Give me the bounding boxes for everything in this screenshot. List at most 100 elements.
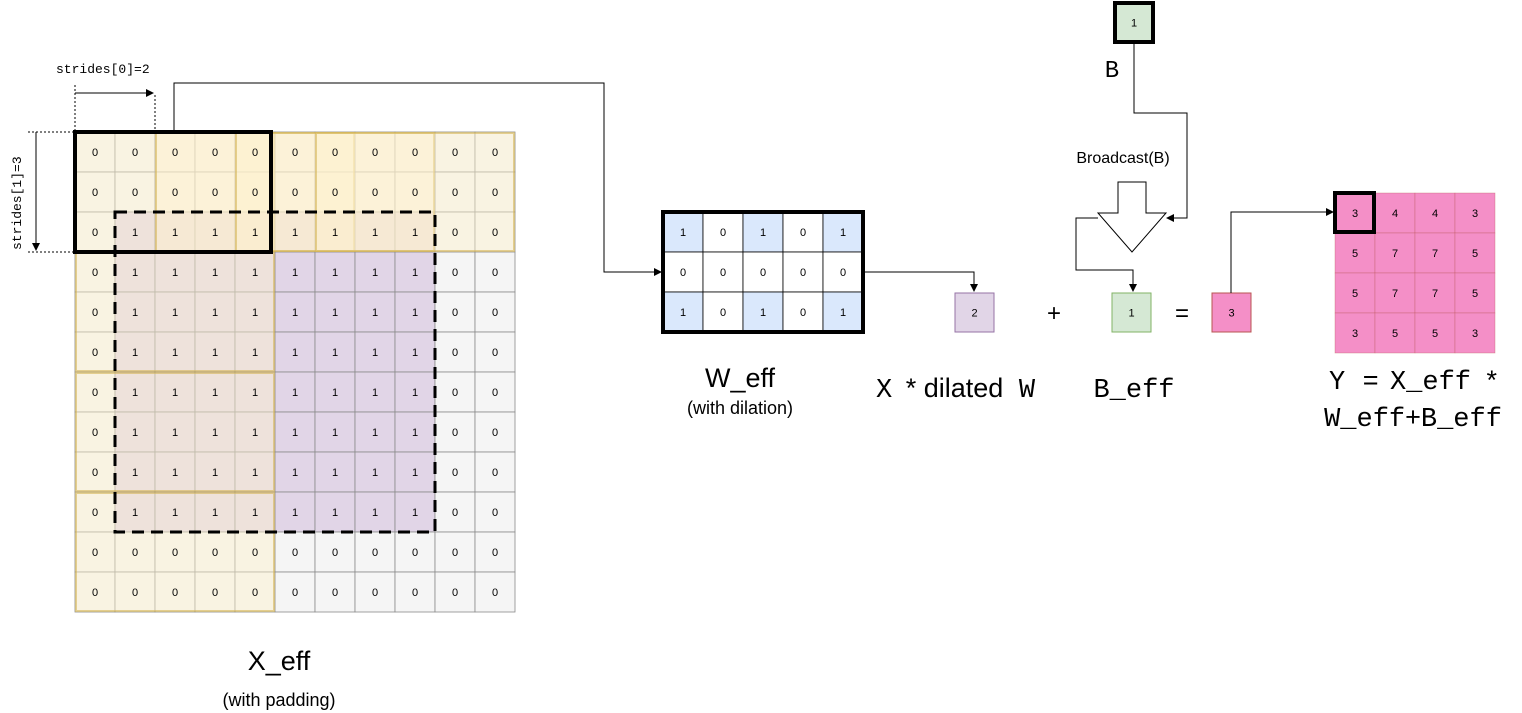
w-eff-cell	[822, 251, 864, 293]
x-eff-cell-value: 1	[372, 267, 378, 279]
x-eff-cell	[394, 491, 436, 533]
w-eff-cell-value: 1	[680, 227, 686, 239]
y-cell-value: 3	[1352, 208, 1358, 220]
x-eff-cell-value: 0	[492, 547, 498, 559]
x-eff-cell-value: 0	[492, 507, 498, 519]
x-eff-cell-value: 1	[332, 267, 338, 279]
x-eff-cell-value: 0	[332, 547, 338, 559]
x-eff-cell	[354, 571, 396, 613]
x-eff-cell-value: 0	[172, 547, 178, 559]
x-eff-cell-value: 1	[412, 427, 418, 439]
x-eff-cell	[434, 371, 476, 413]
x-eff-cell	[234, 491, 276, 533]
w-eff-cell-value: 0	[720, 227, 726, 239]
w-eff-cell-value: 0	[800, 267, 806, 279]
y-cell-value: 5	[1472, 248, 1478, 260]
x-eff-cell-value: 1	[132, 307, 138, 319]
x-eff-cell	[74, 331, 116, 373]
y-current-cell-highlight	[1333, 191, 1376, 234]
x-eff-cell	[434, 291, 476, 333]
x-eff-cell-value: 0	[492, 467, 498, 479]
x-eff-cell-value: 1	[172, 227, 178, 239]
w-eff-cell-value: 0	[760, 267, 766, 279]
x-eff-cell-value: 0	[372, 147, 378, 159]
w-eff-cell	[782, 291, 824, 333]
x-eff-cell-value: 0	[452, 507, 458, 519]
x-eff-cell-value: 1	[332, 507, 338, 519]
y-cell-value: 4	[1432, 208, 1438, 220]
sum-result-cell	[1211, 292, 1252, 333]
x-eff-cell-value: 0	[172, 587, 178, 599]
x-eff-cell-value: 0	[92, 187, 98, 199]
y-cell-value: 7	[1392, 288, 1398, 300]
x-eff-cell	[394, 371, 436, 413]
x-eff-cell	[394, 171, 436, 213]
x-eff-cell	[194, 331, 236, 373]
x-eff-cell	[74, 291, 116, 333]
w-eff-cell-value: 0	[680, 267, 686, 279]
x-eff-cell-value: 1	[212, 467, 218, 479]
y-cell-value: 5	[1472, 288, 1478, 300]
input-region-outline	[113, 210, 437, 534]
x-eff-cell-value: 1	[172, 307, 178, 319]
x-eff-cell	[74, 211, 116, 253]
x-eff-cell-value: 1	[292, 267, 298, 279]
y-cell-value: 7	[1432, 288, 1438, 300]
x-eff-cell	[394, 571, 436, 613]
x-eff-cell	[474, 371, 516, 413]
y-cell	[1414, 192, 1456, 234]
x-eff-cell	[354, 531, 396, 573]
x-eff-cell	[74, 131, 116, 173]
x-eff-cell	[274, 371, 316, 413]
x-eff-cell-value: 0	[372, 587, 378, 599]
x-eff-cell-value: 1	[372, 227, 378, 239]
x-eff-cell	[274, 491, 316, 533]
x-eff-cell-value: 1	[332, 347, 338, 359]
x-eff-cell	[474, 571, 516, 613]
x-eff-cell	[474, 531, 516, 573]
w-eff-cell	[702, 251, 744, 293]
x-eff-cell-value: 1	[372, 307, 378, 319]
w-eff-cell	[822, 211, 864, 253]
x-eff-cell	[154, 171, 196, 213]
y-label-eq: =	[1363, 365, 1379, 395]
stride-0-label: strides[0]=2	[56, 62, 150, 77]
x-eff-cell-value: 1	[292, 507, 298, 519]
window-to-weff-arrow	[173, 82, 662, 276]
x-eff-cell-value: 1	[332, 467, 338, 479]
y-label-line1: Y = X_eff *	[1329, 365, 1498, 398]
kernel-window	[75, 252, 275, 372]
x-eff-cell-value: 1	[372, 347, 378, 359]
x-eff-cell-value: 0	[212, 147, 218, 159]
bias-eff-label: B_eff	[1093, 376, 1174, 406]
x-eff-cell	[394, 291, 436, 333]
x-eff-cell-value: 0	[492, 387, 498, 399]
x-eff-cell-value: 1	[172, 467, 178, 479]
x-eff-cell-value: 0	[452, 307, 458, 319]
x-eff-cell-value: 0	[212, 587, 218, 599]
x-eff-cell-value: 1	[172, 427, 178, 439]
x-eff-cell-value: 0	[492, 427, 498, 439]
x-eff-cell-value: 1	[332, 307, 338, 319]
w-eff-cell	[702, 291, 744, 333]
x-eff-cell-value: 0	[332, 147, 338, 159]
x-eff-cell-value: 1	[132, 347, 138, 359]
x-eff-cell-value: 0	[252, 147, 258, 159]
x-eff-cell-value: 1	[332, 387, 338, 399]
x-eff-cell-value: 1	[412, 507, 418, 519]
plus-sign: +	[1047, 300, 1061, 327]
y-cell-value: 5	[1352, 248, 1358, 260]
y-cell	[1334, 192, 1376, 234]
x-eff-cell-value: 1	[132, 467, 138, 479]
x-eff-cell	[394, 211, 436, 253]
x-eff-cell-value: 1	[292, 347, 298, 359]
x-eff-cell	[354, 371, 396, 413]
x-eff-cell-value: 1	[252, 347, 258, 359]
x-eff-cell-value: 0	[172, 147, 178, 159]
x-eff-cell	[154, 491, 196, 533]
x-eff-matrix	[74, 131, 516, 613]
x-eff-cell-value: 0	[292, 587, 298, 599]
x-eff-cell-value: 1	[212, 227, 218, 239]
y-label-w: W_eff	[1324, 405, 1405, 435]
